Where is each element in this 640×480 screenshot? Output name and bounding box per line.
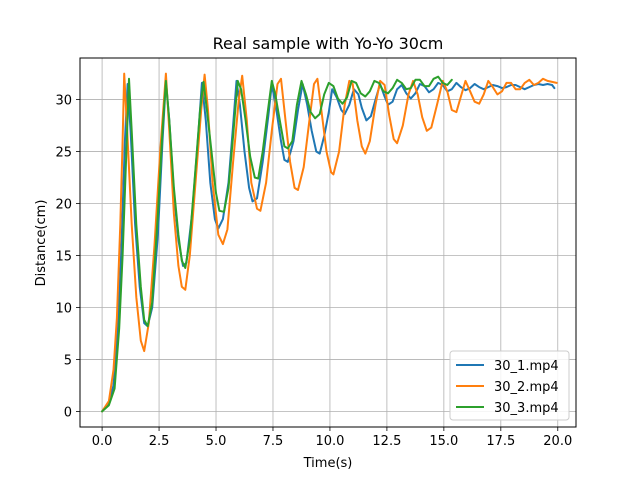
legend-label: 30_2.mp4 bbox=[494, 380, 559, 395]
x-tick-label: 7.5 bbox=[263, 434, 284, 449]
series-line-2 bbox=[101, 72, 558, 413]
x-axis: 0.0 2.5 5.0 7.5 10.0 12.5 15.0 17.5 20.0 bbox=[92, 427, 572, 449]
x-tick-label: 10.0 bbox=[315, 434, 344, 449]
x-tick-label: 20.0 bbox=[543, 434, 572, 449]
y-axis: 0 5 10 15 20 25 30 bbox=[55, 94, 80, 420]
legend-box bbox=[449, 350, 570, 421]
plot-frame bbox=[79, 57, 577, 428]
series-layer bbox=[101, 72, 558, 413]
x-axis-label: Time(s) bbox=[303, 456, 353, 471]
x-tick-label: 5.0 bbox=[206, 434, 227, 449]
chart-title: Real sample with Yo-Yo 30cm bbox=[213, 34, 444, 53]
y-tick-label: 25 bbox=[55, 146, 72, 161]
y-tick-label: 5 bbox=[64, 353, 72, 368]
y-tick-label: 30 bbox=[55, 94, 72, 109]
y-tick-label: 20 bbox=[55, 198, 72, 213]
x-tick-label: 12.5 bbox=[372, 434, 401, 449]
y-tick-label: 15 bbox=[55, 249, 72, 264]
y-axis-label: Distance(cm) bbox=[34, 200, 49, 287]
legend-label: 30_3.mp4 bbox=[494, 401, 559, 416]
legend-label: 30_1.mp4 bbox=[494, 359, 559, 374]
x-tick-label: 2.5 bbox=[149, 434, 170, 449]
y-tick-label: 10 bbox=[55, 301, 72, 316]
series-line-3 bbox=[101, 75, 453, 413]
y-tick-label: 0 bbox=[64, 405, 72, 420]
x-tick-label: 0.0 bbox=[92, 434, 113, 449]
x-tick-label: 15.0 bbox=[429, 434, 458, 449]
legend: 30_1.mp4 30_2.mp4 30_3.mp4 bbox=[449, 350, 570, 421]
x-tick-label: 17.5 bbox=[486, 434, 515, 449]
